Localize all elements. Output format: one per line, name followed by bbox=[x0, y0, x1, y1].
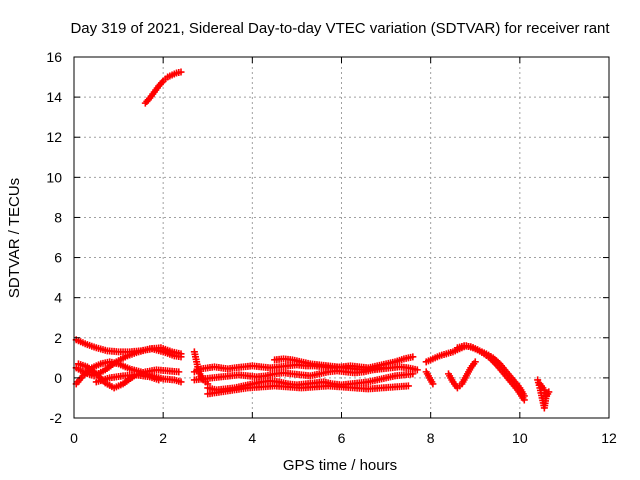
data-point bbox=[177, 350, 185, 358]
y-tick-label: 10 bbox=[46, 169, 62, 185]
x-tick-label: 10 bbox=[512, 430, 528, 446]
axis-ticks: 0 2 4 6 8 10 12 -2 0 2 4 6 8 10 12 14 16 bbox=[46, 49, 617, 446]
data-point bbox=[155, 376, 163, 384]
y-tick-label: 12 bbox=[46, 129, 62, 145]
x-tick-label: 8 bbox=[427, 430, 435, 446]
data-point bbox=[404, 382, 412, 390]
x-tick-label: 2 bbox=[159, 430, 167, 446]
data-point bbox=[409, 353, 417, 361]
data-point bbox=[413, 366, 421, 374]
y-tick-label: 0 bbox=[54, 370, 62, 386]
data-point bbox=[545, 388, 553, 396]
y-tick-label: 2 bbox=[54, 330, 62, 346]
grid-lines bbox=[74, 57, 609, 418]
chart-title: Day 319 of 2021, Sidereal Day-to-day VTE… bbox=[70, 20, 610, 37]
data-point bbox=[429, 380, 437, 388]
data-point bbox=[409, 370, 417, 378]
x-tick-label: 12 bbox=[601, 430, 617, 446]
x-tick-label: 0 bbox=[70, 430, 78, 446]
data-point bbox=[175, 368, 183, 376]
data-points bbox=[72, 68, 553, 412]
y-tick-label: 8 bbox=[54, 209, 62, 225]
y-tick-label: -2 bbox=[50, 410, 63, 426]
x-axis-label: GPS time / hours bbox=[283, 457, 397, 474]
data-point bbox=[378, 364, 386, 372]
data-point bbox=[177, 378, 185, 386]
y-axis-label: SDTVAR / TECUs bbox=[6, 178, 23, 298]
data-point bbox=[520, 396, 528, 404]
y-tick-label: 4 bbox=[54, 290, 62, 306]
x-tick-label: 6 bbox=[338, 430, 346, 446]
y-tick-label: 14 bbox=[46, 89, 62, 105]
y-tick-label: 16 bbox=[46, 49, 62, 65]
data-point bbox=[177, 68, 185, 76]
x-tick-label: 4 bbox=[248, 430, 256, 446]
data-point bbox=[471, 358, 479, 366]
y-tick-label: 6 bbox=[54, 250, 62, 266]
